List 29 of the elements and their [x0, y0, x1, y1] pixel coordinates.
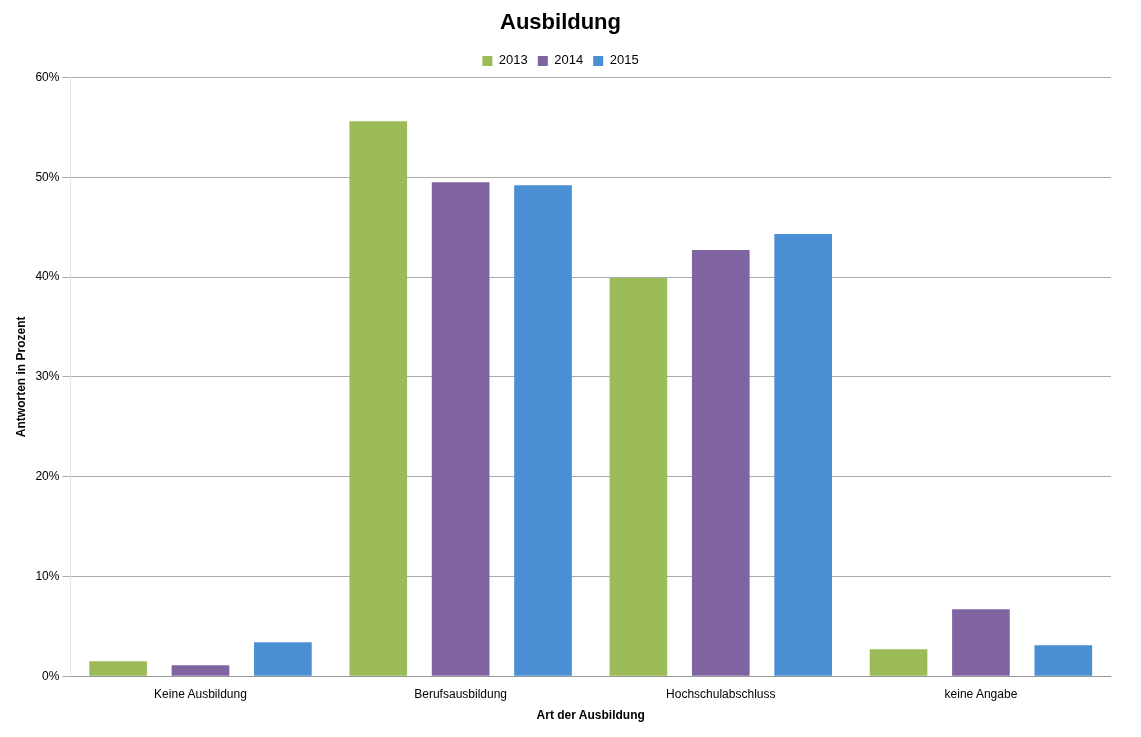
y-tick-label: 60% [35, 69, 60, 84]
x-tick-label: Hochschulabschluss [666, 686, 776, 701]
bar [869, 649, 928, 676]
legend-label: 2014 [554, 52, 584, 68]
bar [514, 185, 572, 676]
y-tick-label: 0% [42, 668, 60, 683]
legend-label: 2015 [609, 52, 639, 68]
chart-title: Ausbildung [500, 9, 621, 35]
bar [691, 250, 750, 676]
legend-label: 2013 [498, 52, 528, 68]
y-tick-label: 50% [35, 169, 60, 184]
x-tick-label: Berufsausbildung [414, 686, 507, 701]
bar [1034, 645, 1093, 676]
y-tick-label: 40% [35, 269, 60, 284]
bar [609, 278, 668, 676]
bar [774, 234, 832, 676]
bar [171, 665, 230, 676]
x-tick-label: keine Angabe [944, 686, 1018, 701]
y-axis-title: Antworten in Prozent [13, 316, 28, 438]
bar [254, 642, 312, 676]
bar [89, 661, 147, 676]
bar [952, 609, 1010, 676]
bar [431, 182, 490, 676]
x-axis-title: Art der Ausbildung [536, 708, 645, 723]
y-tick-label: 20% [35, 468, 60, 483]
y-tick-label: 10% [35, 568, 60, 583]
y-tick-label: 30% [35, 369, 60, 384]
x-tick-label: Keine Ausbildung [154, 686, 247, 701]
bar [349, 121, 408, 676]
